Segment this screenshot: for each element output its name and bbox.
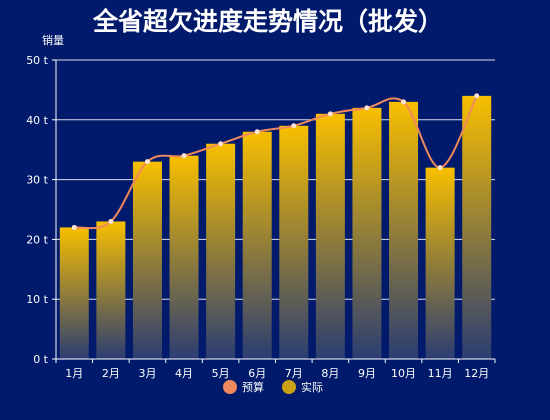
budget-point[interactable] bbox=[71, 224, 77, 230]
x-tick-label: 12月 bbox=[464, 367, 489, 380]
budget-point[interactable] bbox=[401, 99, 407, 105]
budget-point[interactable] bbox=[108, 218, 114, 224]
y-tick-label: 50 t bbox=[26, 54, 48, 67]
bar-actual[interactable] bbox=[462, 95, 492, 359]
legend-swatch-actual bbox=[282, 380, 296, 394]
x-tick-label: 9月 bbox=[358, 367, 376, 380]
x-tick-label: 8月 bbox=[321, 367, 339, 380]
y-tick-label: 20 t bbox=[26, 233, 48, 246]
budget-point[interactable] bbox=[218, 141, 224, 147]
legend-swatch-budget bbox=[223, 380, 237, 394]
bar-actual[interactable] bbox=[389, 101, 419, 360]
budget-point[interactable] bbox=[144, 159, 150, 165]
bar-actual[interactable] bbox=[279, 125, 309, 359]
x-tick-label: 4月 bbox=[175, 367, 193, 380]
legend-item-actual[interactable]: 实际 bbox=[282, 380, 323, 394]
budget-line bbox=[71, 93, 480, 230]
budget-line-path bbox=[74, 95, 478, 230]
x-tick-label: 2月 bbox=[102, 367, 120, 380]
x-tick-label: 11月 bbox=[428, 367, 453, 380]
x-tick-label: 7月 bbox=[285, 367, 303, 380]
x-tick-label: 6月 bbox=[248, 367, 266, 380]
x-tick-label: 3月 bbox=[138, 367, 156, 380]
budget-point[interactable] bbox=[474, 93, 480, 99]
budget-point[interactable] bbox=[291, 123, 297, 129]
axes: 0 t 10 t 20 t 30 t 40 t 50 t 1月 2月 3月 4月 5月 6月 7月 8月 9… bbox=[26, 54, 496, 380]
x-tick-label: 5月 bbox=[212, 367, 230, 380]
budget-point[interactable] bbox=[437, 165, 443, 171]
bar-actual[interactable] bbox=[315, 113, 345, 359]
y-tick-label: 0 t bbox=[33, 353, 48, 366]
bar-actual[interactable] bbox=[242, 131, 272, 359]
budget-point[interactable] bbox=[364, 105, 370, 111]
legend-label-actual: 实际 bbox=[301, 380, 323, 394]
bar-actual[interactable] bbox=[352, 107, 382, 359]
bar-actual[interactable] bbox=[169, 155, 199, 359]
y-axis-label: 销量 bbox=[42, 33, 64, 47]
x-tick-label: 10月 bbox=[391, 367, 416, 380]
legend: 预算 实际 bbox=[223, 380, 323, 394]
y-tick-label: 40 t bbox=[26, 114, 48, 127]
chart-title: 全省超欠进度走势情况（批发） bbox=[92, 7, 443, 36]
y-tick-label: 10 t bbox=[26, 293, 48, 306]
x-tick-label: 1月 bbox=[65, 367, 83, 380]
bar-actual[interactable] bbox=[59, 227, 89, 359]
bar-actual[interactable] bbox=[132, 161, 162, 359]
budget-point[interactable] bbox=[327, 111, 333, 117]
legend-label-budget: 预算 bbox=[242, 380, 264, 394]
y-tick-label: 30 t bbox=[26, 174, 48, 187]
budget-point[interactable] bbox=[181, 153, 187, 159]
bar-actual[interactable] bbox=[425, 167, 455, 359]
bar-actual[interactable] bbox=[206, 143, 236, 359]
legend-item-budget[interactable]: 预算 bbox=[223, 380, 264, 394]
bars bbox=[59, 95, 492, 360]
grid-lines bbox=[56, 59, 495, 300]
bar-actual[interactable] bbox=[96, 221, 126, 359]
budget-point[interactable] bbox=[254, 129, 260, 135]
